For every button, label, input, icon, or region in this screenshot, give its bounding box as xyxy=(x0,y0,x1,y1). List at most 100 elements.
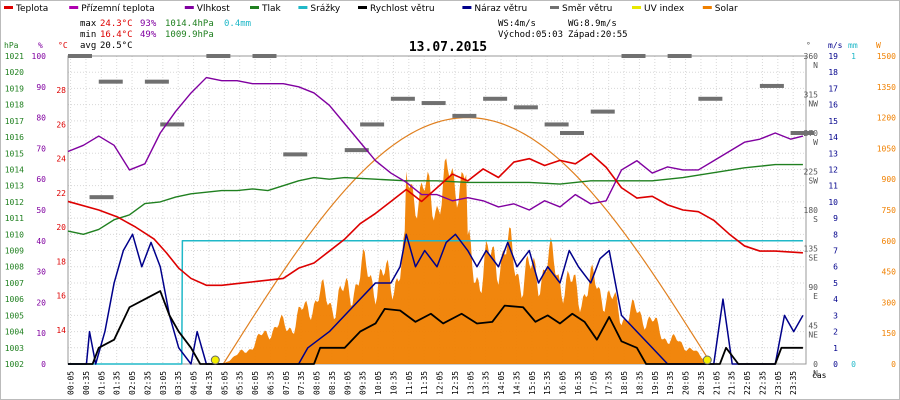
wind-dir-axis-tick: 225 xyxy=(804,168,819,177)
wind-speed-axis-tick: 11 xyxy=(828,182,838,191)
x-tick-label: 09:35 xyxy=(359,371,368,395)
temperature-axis-tick: 28 xyxy=(56,86,66,95)
sunset-marker xyxy=(702,355,712,365)
x-tick-label: 03:35 xyxy=(174,371,183,395)
pressure-axis-tick: 1006 xyxy=(5,295,24,304)
grid xyxy=(67,55,807,365)
legend-label-3: Tlak xyxy=(261,4,282,14)
solar-axis-tick: 1200 xyxy=(877,114,896,123)
wind-dir-mark-2 xyxy=(144,79,169,84)
wind-dir-mark-5 xyxy=(206,54,231,58)
legend-swatch-2 xyxy=(184,6,194,9)
legend-swatch-5 xyxy=(358,6,367,9)
chart-title: 13.07.2015 xyxy=(409,40,487,55)
unit-pct: % xyxy=(38,41,43,50)
x-tick-label: 02:35 xyxy=(143,371,152,395)
pressure-line xyxy=(67,163,803,236)
pressure-axis-tick: 1007 xyxy=(5,279,24,288)
pressure-axis-tick: 1021 xyxy=(5,52,24,61)
x-tick-label: 14:05 xyxy=(497,371,506,395)
temperature-axis-tick: 24 xyxy=(56,155,66,164)
x-tick-label: 13:35 xyxy=(482,371,491,395)
min-temp: 16.4°C xyxy=(100,30,133,40)
temperature-line xyxy=(67,152,803,287)
x-tick-label: 09:05 xyxy=(343,371,352,395)
solar-axis-tick: 150 xyxy=(882,329,897,338)
axis-units: hPa % °C ° m/s mm W čas xyxy=(4,41,881,380)
pressure-axis-tick: 1008 xyxy=(5,263,24,272)
wind-speed-axis-tick: 6 xyxy=(833,263,838,272)
humidity-axis-tick: 90 xyxy=(36,83,46,92)
pressure-axis-tick: 1011 xyxy=(5,214,24,223)
wind-speed-axis-tick: 2 xyxy=(833,328,838,337)
wind-dir-mark-9 xyxy=(360,122,385,127)
wind-dir-mark-4 xyxy=(160,122,185,127)
x-tick-label: 19:35 xyxy=(666,371,675,395)
legend-label-1: Přízemní teplota xyxy=(81,4,154,14)
legend-swatch-1 xyxy=(69,6,79,9)
legend-label-4: Srážky xyxy=(310,4,341,14)
stats-box: max 24.3°C 93% 1014.4hPa 0.4mm min 16.4°… xyxy=(80,19,251,51)
humidity-axis-tick: 0 xyxy=(41,360,46,369)
x-tick-label: 23:05 xyxy=(774,371,783,395)
x-tick-label: 21:05 xyxy=(712,371,721,395)
x-tick-label: 16:35 xyxy=(574,371,583,395)
wind-speed-axis-tick: 17 xyxy=(828,84,838,93)
wind-dir-mark-11 xyxy=(421,101,446,106)
humidity-axis-tick: 100 xyxy=(32,52,47,61)
max-temp: 24.3°C xyxy=(100,19,133,29)
humidity-axis-tick: 70 xyxy=(36,144,46,153)
sunset-info: Západ:20:55 xyxy=(568,30,628,40)
rain-total: 0.4mm xyxy=(224,19,251,29)
pressure-axis-tick: 1003 xyxy=(5,344,24,353)
x-tick-label: 18:35 xyxy=(635,371,644,395)
x-tick-label: 17:35 xyxy=(605,371,614,395)
pressure-axis-tick: 1015 xyxy=(5,149,24,158)
compass-label: SE xyxy=(808,254,818,263)
compass-label: NE xyxy=(808,331,818,340)
wind-speed-axis-tick: 8 xyxy=(833,230,838,239)
avg-label: avg xyxy=(80,41,96,51)
sunrise-info: Východ:05:03 xyxy=(498,30,563,40)
temperature-axis-tick: 26 xyxy=(56,120,66,129)
legend-label-7: Směr větru xyxy=(562,4,612,14)
temperature-axis-tick: 14 xyxy=(56,326,66,335)
x-tick-label: 01:05 xyxy=(97,371,106,395)
wind-dir-mark-0 xyxy=(68,54,92,58)
wind-dir-axis-tick: 315 xyxy=(804,91,819,100)
x-tick-label: 06:05 xyxy=(251,371,260,395)
pressure-axis-tick: 1010 xyxy=(5,230,24,239)
pressure-axis-tick: 1004 xyxy=(5,328,24,337)
series-layer xyxy=(67,54,815,365)
min-humidity: 49% xyxy=(140,30,157,40)
wind-dir-axis-tick: 0 xyxy=(813,360,818,369)
humidity-axis-tick: 60 xyxy=(36,175,46,184)
solar-axis-tick: 1500 xyxy=(877,52,896,61)
x-tick-label: 03:05 xyxy=(159,371,168,395)
pressure-axis-tick: 1012 xyxy=(5,198,24,207)
temperature-axis-tick: 16 xyxy=(56,292,66,301)
unit-mm: mm xyxy=(848,41,858,50)
pressure-axis-tick: 1020 xyxy=(5,68,24,77)
max-label: max xyxy=(80,19,97,29)
wind-gust-line xyxy=(68,233,804,365)
x-tick-label: 05:05 xyxy=(220,371,229,395)
legend-label-0: Teplota xyxy=(15,4,48,14)
y-axes: 1002100310041005100610071008100910101011… xyxy=(5,52,896,378)
x-tick-label: 01:35 xyxy=(113,371,122,395)
temperature-axis-tick: 18 xyxy=(56,257,66,266)
wind-dir-mark-8 xyxy=(344,148,369,153)
x-tick-label: 18:05 xyxy=(620,371,629,395)
x-tick-label: 00:05 xyxy=(67,371,76,395)
avg-temp: 20.5°C xyxy=(100,41,133,51)
x-tick-label: 13:05 xyxy=(466,371,475,395)
compass-label: NW xyxy=(808,100,818,109)
unit-deg: ° xyxy=(806,41,811,50)
wind-dir-mark-6 xyxy=(252,54,277,58)
legend-swatch-0 xyxy=(4,6,13,9)
x-tick-label: 21:35 xyxy=(728,371,737,395)
x-tick-label: 12:05 xyxy=(436,371,445,395)
x-tick-label: 08:05 xyxy=(313,371,322,395)
unit-w: W xyxy=(876,41,881,50)
compass-label: SW xyxy=(808,177,818,186)
